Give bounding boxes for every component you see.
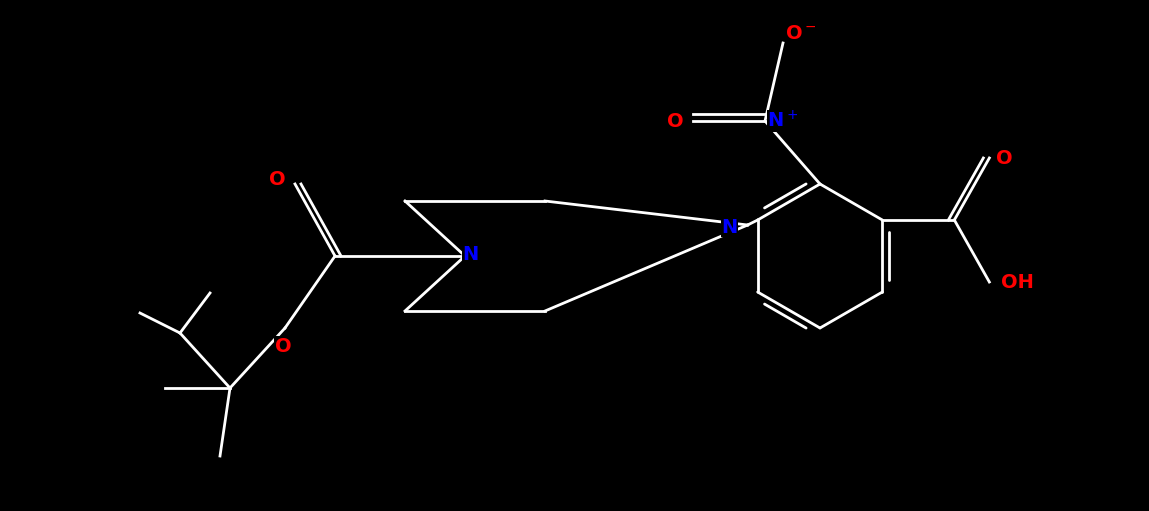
Text: O: O — [275, 337, 292, 356]
Text: O: O — [996, 149, 1012, 168]
Text: OH: OH — [1001, 272, 1034, 291]
Text: O: O — [666, 111, 684, 130]
Text: N$^+$: N$^+$ — [768, 110, 799, 132]
Text: O$^-$: O$^-$ — [785, 24, 817, 42]
Text: N: N — [722, 218, 738, 237]
Text: N: N — [462, 244, 478, 264]
Text: O: O — [269, 170, 285, 189]
